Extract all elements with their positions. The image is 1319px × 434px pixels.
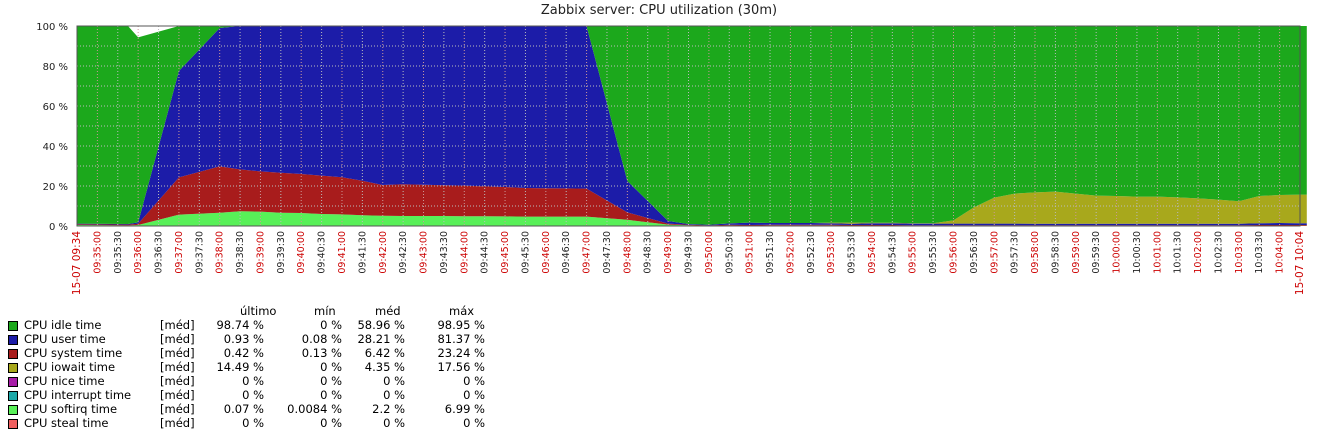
- x-tick-label: 10:00:30: [1132, 231, 1143, 274]
- x-tick-label: 10:01:30: [1173, 231, 1184, 274]
- x-tick-label: 09:52:30: [806, 231, 817, 274]
- x-tick-label: 09:39:00: [255, 231, 266, 274]
- x-tick-label: 09:39:30: [276, 231, 287, 274]
- x-tick-label: 09:36:30: [154, 231, 165, 274]
- series-area-cpu-iowait-time: [77, 26, 1307, 225]
- x-tick-label: 10:02:00: [1193, 231, 1204, 274]
- x-tick-label: 10:03:30: [1254, 231, 1265, 274]
- x-tick-label: 09:41:30: [357, 231, 368, 274]
- x-tick-label: 09:49:00: [663, 231, 674, 274]
- x-tick-label: 09:54:00: [867, 231, 878, 274]
- x-tick-label: 09:47:30: [602, 231, 613, 274]
- x-tick-label: 09:47:00: [582, 231, 593, 274]
- x-tick-label: 09:51:30: [765, 231, 776, 274]
- x-tick-label: 09:35:30: [113, 231, 124, 274]
- x-tick-label: 10:00:00: [1112, 231, 1123, 274]
- series-area-cpu-system-time: [77, 166, 1307, 226]
- x-tick-label: 09:37:30: [194, 231, 205, 274]
- series-area-cpu-user-time: [77, 26, 1307, 226]
- x-tick-label: 09:44:00: [459, 231, 470, 274]
- x-tick-label: 09:55:00: [908, 231, 919, 274]
- y-tick-label: 80 %: [43, 62, 68, 73]
- x-tick-label: 09:38:30: [235, 231, 246, 274]
- x-tick-label: 09:58:00: [1030, 231, 1041, 274]
- x-tick-label: 09:54:30: [887, 231, 898, 274]
- x-tick-label: 09:46:30: [561, 231, 572, 274]
- x-tick-label: 09:53:00: [826, 231, 837, 274]
- x-tick-label: 09:45:00: [500, 231, 511, 274]
- x-tick-label: 09:50:00: [704, 231, 715, 274]
- y-tick-label: 40 %: [43, 142, 68, 153]
- x-tick-label: 09:40:00: [296, 231, 307, 274]
- x-tick-label: 09:51:00: [745, 231, 756, 274]
- plot-border: [76, 25, 1301, 227]
- x-tick-label: 09:44:30: [480, 231, 491, 274]
- x-tick-label: 09:46:00: [541, 231, 552, 274]
- x-tick-label: 09:59:00: [1071, 231, 1082, 274]
- x-tick-label: 09:45:30: [520, 231, 531, 274]
- x-tick-label: 15-07 09:34: [71, 231, 83, 295]
- x-tick-label: 10:02:30: [1213, 231, 1224, 274]
- y-tick-label: 100 %: [36, 22, 68, 33]
- x-tick-label: 09:49:30: [684, 231, 695, 274]
- x-tick-label: 09:50:30: [724, 231, 735, 274]
- x-tick-label: 09:52:00: [785, 231, 796, 274]
- x-tick-label: 09:56:00: [948, 231, 959, 274]
- x-tick-label: 09:59:30: [1091, 231, 1102, 274]
- x-tick-label: 09:48:30: [643, 231, 654, 274]
- x-tick-label: 09:43:00: [419, 231, 430, 274]
- x-tick-label: 09:57:30: [1010, 231, 1021, 274]
- x-tick-label: 09:37:00: [174, 231, 185, 274]
- x-tick-label: 09:57:00: [989, 231, 1000, 274]
- x-tick-label: 09:40:30: [317, 231, 328, 274]
- x-tick-label: 09:43:30: [439, 231, 450, 274]
- x-tick-label: 09:58:30: [1050, 231, 1061, 274]
- x-tick-label: 09:56:30: [969, 231, 980, 274]
- x-tick-label: 10:01:00: [1152, 231, 1163, 274]
- x-tick-label: 09:38:00: [215, 231, 226, 274]
- x-tick-label: 09:53:30: [847, 231, 858, 274]
- x-tick-label: 09:55:30: [928, 231, 939, 274]
- y-tick-label: 60 %: [43, 102, 68, 113]
- series-area-cpu-softirq-time: [77, 211, 1307, 226]
- y-tick-label: 0 %: [49, 222, 68, 233]
- x-tick-label: 15-07 10:04: [1294, 231, 1306, 295]
- x-tick-label: 09:48:00: [622, 231, 633, 274]
- x-tick-label: 10:03:00: [1234, 231, 1245, 274]
- x-tick-label: 10:04:00: [1275, 231, 1286, 274]
- series-area-cpu-idle-time: [77, 26, 1307, 225]
- x-tick-label: 09:41:00: [337, 231, 348, 274]
- x-tick-label: 09:42:00: [378, 231, 389, 274]
- y-tick-label: 20 %: [43, 182, 68, 193]
- x-tick-label: 09:35:00: [92, 231, 103, 274]
- chart-title: Zabbix server: CPU utilization (30m): [541, 3, 777, 18]
- x-tick-label: 09:42:30: [398, 231, 409, 274]
- x-tick-label: 09:36:00: [133, 231, 144, 274]
